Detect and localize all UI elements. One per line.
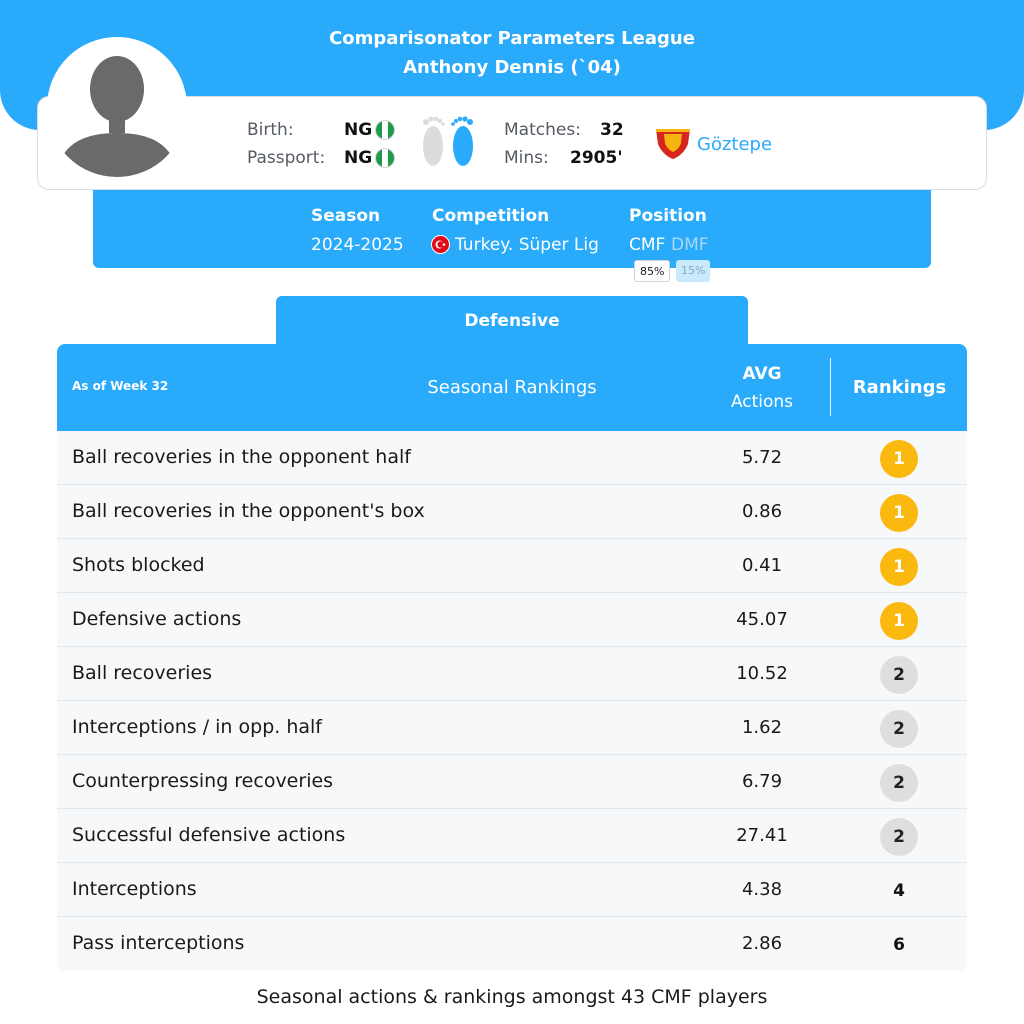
week-label: As of Week 32 (72, 379, 169, 393)
rank-badge: 1 (880, 494, 918, 532)
position-secondary-pct: 15% (676, 260, 711, 282)
metric-avg: 6.79 (741, 771, 783, 792)
rank-badge: 4 (893, 881, 905, 901)
metric-label: Defensive actions (72, 608, 242, 630)
metric-label: Ball recoveries in the opponent's box (72, 500, 425, 522)
metric-label: Ball recoveries in the opponent half (72, 446, 411, 468)
birth-label: Birth: (247, 120, 294, 140)
footer-note: Seasonal actions & rankings amongst 43 C… (256, 986, 768, 1008)
table-row: Ball recoveries 10.52 2 (57, 647, 967, 701)
table-row: Ball recoveries in the opponent half 5.7… (57, 431, 967, 485)
rank-badge: 2 (880, 818, 918, 856)
club-name[interactable]: Göztepe (697, 134, 773, 155)
avg-heading: AVG (742, 364, 782, 384)
metric-avg: 0.86 (741, 501, 783, 522)
rank-badge: 2 (880, 764, 918, 802)
turkey-flag-icon (431, 235, 450, 254)
avatar (47, 37, 187, 177)
club-crest-icon (656, 129, 690, 159)
position-primary-pct: 85% (634, 260, 671, 282)
metric-avg: 0.41 (741, 555, 783, 576)
position-label: Position (629, 206, 707, 226)
table-row: Shots blocked 0.41 1 (57, 539, 967, 593)
season-label: Season (311, 206, 381, 226)
table-row: Successful defensive actions 27.41 2 (57, 809, 967, 863)
metric-label: Pass interceptions (72, 932, 245, 954)
table-row: Counterpressing recoveries 6.79 2 (57, 755, 967, 809)
metric-avg: 10.52 (736, 663, 788, 684)
competition-value: Turkey. Süper Lig (455, 235, 599, 255)
metric-label: Interceptions / in opp. half (72, 716, 322, 738)
metric-avg: 45.07 (736, 609, 788, 630)
position-secondary: DMF (671, 235, 709, 255)
rank-badge: 1 (880, 602, 918, 640)
table-row: Pass interceptions 2.86 6 (57, 917, 967, 971)
nigeria-flag-icon (375, 148, 395, 168)
rank-badge: 2 (880, 710, 918, 748)
metric-avg: 5.72 (741, 447, 783, 468)
league-title: Comparisonator Parameters League (329, 28, 695, 49)
tab-defensive[interactable]: Defensive (276, 296, 748, 344)
rank-badge: 2 (880, 656, 918, 694)
player-title: Anthony Dennis (`04) (403, 57, 621, 78)
metric-label: Interceptions (72, 878, 197, 900)
metric-label: Ball recoveries (72, 662, 213, 684)
mins-label: Mins: (504, 148, 549, 168)
matches-label: Matches: (504, 120, 581, 140)
metric-label: Counterpressing recoveries (72, 770, 334, 792)
table-row: Interceptions 4.38 4 (57, 863, 967, 917)
rankings-table: As of Week 32 Seasonal Rankings AVG Acti… (57, 344, 967, 972)
metric-label: Successful defensive actions (72, 824, 346, 846)
rank-badge: 1 (880, 548, 918, 586)
metric-avg: 2.86 (741, 933, 783, 954)
matches-value: 32 (600, 120, 624, 140)
season-band (93, 190, 931, 268)
header-divider (830, 358, 831, 416)
passport-value: NG (344, 148, 373, 168)
metric-label: Shots blocked (72, 554, 205, 576)
rankings-heading: Rankings (852, 377, 947, 398)
preferred-foot-icon (423, 116, 473, 166)
profile-card (37, 96, 987, 190)
passport-label: Passport: (247, 148, 326, 168)
metric-avg: 27.41 (736, 825, 788, 846)
competition-label: Competition (432, 206, 550, 226)
table-row: Interceptions / in opp. half 1.62 2 (57, 701, 967, 755)
table-row: Defensive actions 45.07 1 (57, 593, 967, 647)
metric-avg: 4.38 (741, 879, 783, 900)
avatar-silhouette-icon (47, 37, 187, 177)
rank-badge: 6 (893, 935, 905, 955)
position-primary: CMF (629, 235, 666, 255)
table-header: As of Week 32 Seasonal Rankings AVG Acti… (57, 344, 967, 431)
season-value: 2024-2025 (311, 235, 404, 255)
nigeria-flag-icon (375, 120, 395, 140)
actions-heading: Actions (730, 392, 794, 412)
metric-avg: 1.62 (741, 717, 783, 738)
birth-value: NG (344, 120, 373, 140)
rank-badge: 1 (880, 440, 918, 478)
seasonal-rankings-heading: Seasonal Rankings (427, 377, 597, 398)
mins-value: 2905' (570, 148, 623, 168)
table-row: Ball recoveries in the opponent's box 0.… (57, 485, 967, 539)
